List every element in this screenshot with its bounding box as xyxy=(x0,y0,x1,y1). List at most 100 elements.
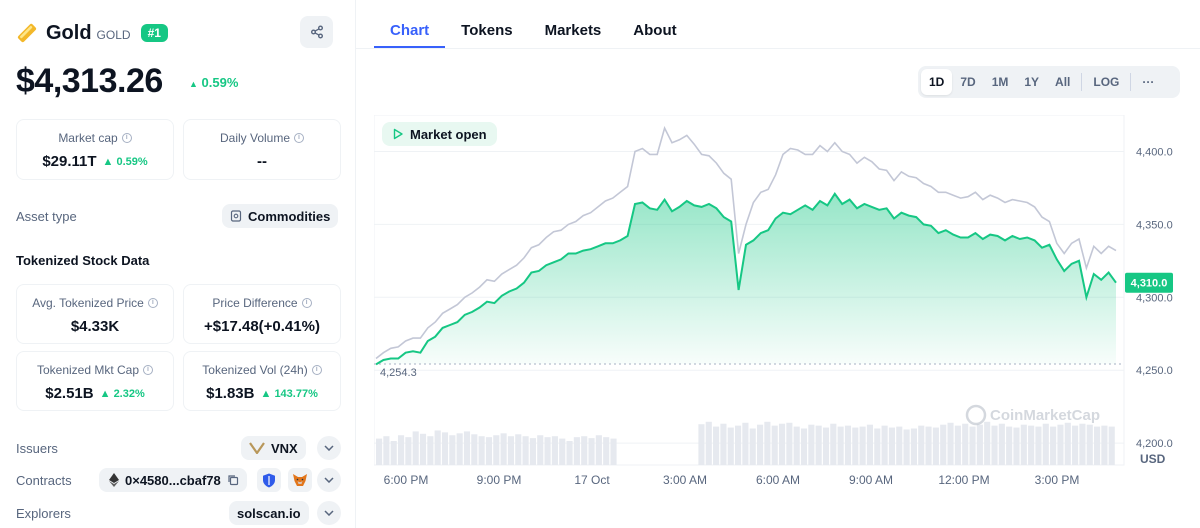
info-icon[interactable]: i xyxy=(311,365,322,375)
price-change-value: 0.59% xyxy=(201,75,239,90)
volume-bar xyxy=(1094,426,1101,465)
volume-bar xyxy=(998,423,1005,465)
info-icon[interactable]: i xyxy=(121,133,132,143)
y-tick-label: 4,350.0 xyxy=(1136,219,1173,231)
info-icon[interactable]: i xyxy=(301,298,312,308)
x-tick-label: 6:00 PM xyxy=(384,473,429,487)
share-icon xyxy=(310,25,323,39)
volume-bar xyxy=(419,433,427,465)
volume-bar xyxy=(507,436,515,465)
contracts-expand-button[interactable] xyxy=(317,468,341,492)
volume-bar xyxy=(1057,424,1064,465)
tokenized-vol-change: ▲ 143.77% xyxy=(260,387,318,400)
explorer-pill[interactable]: solscan.io xyxy=(229,501,309,525)
info-icon[interactable]: i xyxy=(147,298,158,308)
daily-volume-card: Daily Volume i -- xyxy=(183,119,341,180)
range-divider xyxy=(1130,73,1132,91)
x-tick-label: 6:00 AM xyxy=(756,473,800,487)
volume-bar xyxy=(778,423,786,465)
asset-summary-panel: Gold GOLD #1 $4,313.26 ▲ 0.59% Market ca… xyxy=(0,0,356,528)
volume-bar xyxy=(610,438,617,465)
price-chart[interactable]: 4,254.3 4,200.0 4,250.0 4,300.0 4,350.0 4,40… xyxy=(374,115,1180,528)
volume-bar xyxy=(940,424,947,465)
chevron-down-icon xyxy=(324,445,334,451)
asset-type-pill[interactable]: Commodities xyxy=(222,204,339,228)
range-divider xyxy=(1081,73,1083,91)
currency-label: USD xyxy=(1140,452,1166,466)
volume-bar xyxy=(881,425,888,465)
tab-tokens[interactable]: Tokens xyxy=(461,22,513,39)
volume-bar xyxy=(412,431,419,465)
share-button[interactable] xyxy=(300,16,333,48)
info-icon[interactable]: i xyxy=(294,133,305,143)
volume-bar xyxy=(815,425,822,465)
range-1d-button[interactable]: 1D xyxy=(921,69,953,95)
open-price-label: 4,254.3 xyxy=(380,367,417,379)
info-icon[interactable]: i xyxy=(143,365,154,375)
coinmarketcap-logo-icon xyxy=(965,404,987,426)
x-tick-label: 17 Oct xyxy=(574,473,610,487)
shield-icon xyxy=(263,473,275,487)
price-difference-card: Price Difference i +$17.48(+0.41%) xyxy=(183,284,341,344)
range-1m-button[interactable]: 1M xyxy=(991,75,1009,89)
asset-price: $4,313.26 xyxy=(16,62,163,100)
volume-bar xyxy=(991,425,998,465)
security-audit-button[interactable] xyxy=(257,468,281,492)
log-scale-button[interactable]: LOG xyxy=(1093,75,1120,89)
svg-text:4,310.0: 4,310.0 xyxy=(1131,278,1168,290)
last-price-tag: 4,310.0 xyxy=(1125,272,1173,293)
volume-bar xyxy=(1028,425,1035,465)
chevron-down-icon xyxy=(324,510,334,516)
explorers-expand-button[interactable] xyxy=(317,501,341,525)
volume-bar xyxy=(713,426,720,465)
more-options-button[interactable]: ··· xyxy=(1142,75,1155,89)
range-1y-button[interactable]: 1Y xyxy=(1024,75,1040,89)
issuer-pill[interactable]: VNX xyxy=(241,436,306,460)
tokenized-vol-label: Tokenized Vol (24h) xyxy=(202,363,308,377)
volume-bar xyxy=(859,426,866,465)
add-to-wallet-button[interactable] xyxy=(288,468,312,492)
volume-bar xyxy=(947,422,954,465)
volume-bar xyxy=(1006,426,1013,465)
volume-bar xyxy=(1072,425,1079,465)
market-status-text: Market open xyxy=(410,126,487,142)
tab-chart[interactable]: Chart xyxy=(374,0,446,48)
issuers-expand-button[interactable] xyxy=(317,436,341,460)
tab-about[interactable]: About xyxy=(633,22,677,39)
tokenized-vol-card: Tokenized Vol (24h) i $1.83B ▲ 143.77% xyxy=(183,351,341,411)
volume-bar xyxy=(559,438,566,465)
metamask-fox-icon xyxy=(293,474,307,486)
contracts-label: Contracts xyxy=(16,473,72,488)
market-status-badge: Market open xyxy=(382,122,497,146)
plot-frame xyxy=(374,115,1125,466)
volume-bar xyxy=(969,426,976,465)
contract-address: 0×4580...cbaf78 xyxy=(125,472,221,488)
tab-markets[interactable]: Markets xyxy=(544,22,602,39)
volume-bar xyxy=(551,436,558,465)
x-tick-label: 9:00 PM xyxy=(477,473,522,487)
volume-bar xyxy=(925,426,932,465)
market-cap-value: $29.11T xyxy=(42,153,97,170)
volume-bar xyxy=(544,437,551,465)
copy-icon[interactable] xyxy=(227,474,239,486)
volume-bar xyxy=(397,435,405,465)
avg-tokenized-price-label: Avg. Tokenized Price xyxy=(32,296,144,310)
market-cap-card: Market cap i $29.11T ▲ 0.59% xyxy=(16,119,174,180)
volume-bar xyxy=(808,424,815,465)
volume-bar xyxy=(537,435,544,465)
daily-volume-label: Daily Volume xyxy=(219,131,291,145)
range-all-button[interactable]: All xyxy=(1055,75,1071,89)
gold-price-line xyxy=(375,192,1117,366)
volume-bar xyxy=(588,438,595,465)
volume-bar xyxy=(976,424,983,465)
contract-pill[interactable]: 0×4580...cbaf78 xyxy=(99,468,247,492)
volume-bar xyxy=(500,433,507,465)
asset-name: Gold xyxy=(46,21,92,44)
gold-bar-icon xyxy=(17,23,37,43)
volume-bar xyxy=(822,427,830,465)
volume-bar xyxy=(522,436,529,465)
range-7d-button[interactable]: 7D xyxy=(960,75,976,89)
volume-bar xyxy=(573,437,580,465)
volume-bar xyxy=(756,424,764,465)
volume-bar xyxy=(786,422,793,465)
